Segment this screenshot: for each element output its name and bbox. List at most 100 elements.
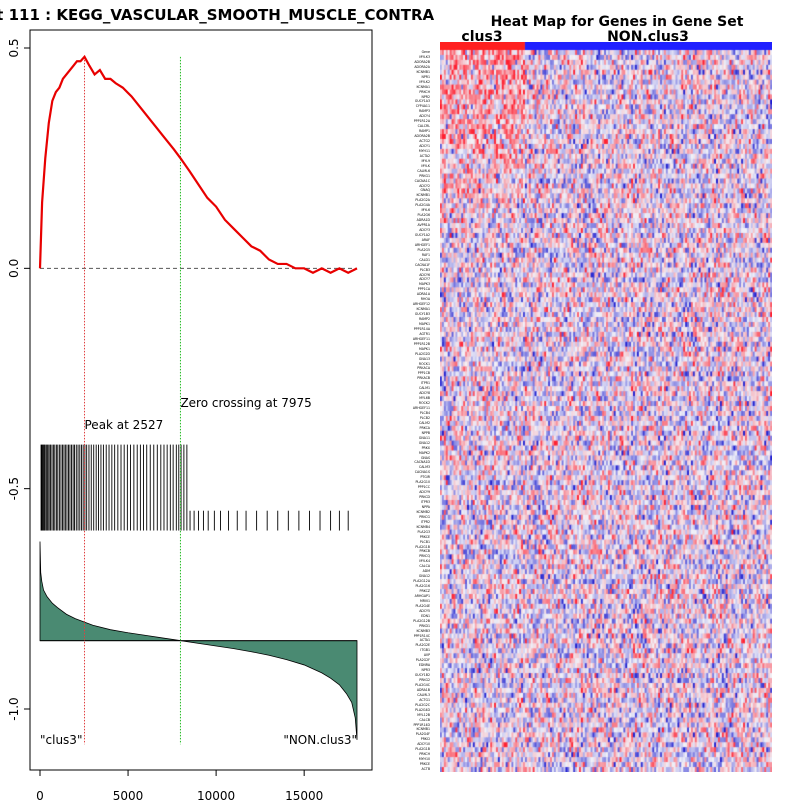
heatmap-row-label: ADCY2: [419, 183, 430, 188]
heatmap-row-label: ITGB1: [420, 648, 430, 653]
heatmap-group-label-non-clus3: NON.clus3: [607, 29, 689, 45]
heatmap-row-label: PLCB3: [419, 267, 430, 272]
heatmap-row-label: PLA2G2C: [415, 702, 430, 707]
heatmap-row-label: ADCY1: [419, 143, 430, 148]
heatmap-row-label: ADRA1B: [416, 687, 430, 692]
heatmap-row-label: PPP1CB: [417, 371, 430, 376]
heatmap-row-label: ITPR3: [420, 500, 430, 504]
heatmap-row-label: ARHGEF12: [412, 302, 430, 307]
heatmap-row-label: AVPR1A: [417, 223, 430, 228]
enrichment-plot-title: et 111 : KEGG_VASCULAR_SMOOTH_MUSCLE_CON…: [0, 6, 435, 24]
heatmap-row-label: PPP1R12B: [413, 341, 430, 346]
heatmap-row-label: ACTA1: [419, 638, 430, 643]
y-tick-label-0: 0.5: [7, 38, 21, 57]
heatmap-row-label: PLCB2: [419, 415, 430, 420]
heatmap-row-label: PRKCZ: [419, 589, 430, 594]
heatmap-row-label: CALML3: [417, 692, 430, 697]
heatmap-row-label: PPP1CA: [417, 287, 430, 292]
heatmap-row-label: GUCY1A2: [414, 232, 430, 237]
y-tick-label-1: 0.0: [7, 259, 21, 278]
heatmap-row-label: KCNMB1: [416, 193, 431, 198]
heatmap-row-label: GNAS: [420, 455, 430, 460]
heatmap-row-label: NPPB: [421, 430, 430, 435]
plot-frame: [29, 29, 373, 771]
heatmap-row-label: PLA2G2E: [415, 643, 431, 648]
heatmap-row-label: ADCY10: [417, 742, 430, 747]
heatmap-row-label: GUCY1B3: [414, 312, 430, 317]
heatmap-row-label: PRKCA: [419, 425, 430, 430]
heatmap-row-label: PLA2G2A: [415, 198, 430, 203]
heatmap-row-label: RAMP3: [419, 109, 430, 114]
heatmap-row-label: MAPK2: [419, 450, 430, 455]
heatmap-row-label: KCNMB2: [416, 509, 431, 514]
heatmap-row-label: ARAF: [421, 237, 430, 242]
heatmap-row-label: RAF1: [421, 252, 430, 257]
heatmap-row-label: RAMP2: [419, 317, 430, 322]
heatmap-row-label: KCNMA1: [416, 307, 430, 312]
heatmap-row-label: MYLK: [421, 163, 430, 168]
heatmap-row-label: ADM: [422, 569, 430, 574]
heatmap-row-label: KCNMB1: [416, 69, 431, 74]
heatmap-row-label: PLCB4: [419, 411, 430, 415]
x-tick-label-1: 5000: [113, 789, 144, 800]
heatmap-row-label: KCNMB4: [416, 524, 431, 529]
heatmap-row-label: ADORA2B: [414, 134, 430, 139]
heatmap-row-label: CALM2: [419, 420, 430, 425]
heatmap-row-label: PRKCE: [419, 534, 430, 539]
heatmap-row-label: KCNMB1: [416, 727, 431, 732]
heatmap-row-label: ADCY3: [419, 228, 430, 233]
heatmap-row-label: ADCY9: [419, 490, 430, 495]
heatmap-row-label: ADCY7: [419, 277, 430, 282]
heatmap-row-label: ARHGEF1: [414, 242, 430, 247]
heatmap-row-label: PLA2G4A: [415, 203, 430, 208]
heatmap-row-label: PPP1R12A: [413, 119, 430, 124]
heatmap-row-label: CACNA1S: [414, 470, 430, 475]
heatmap-row-label: MAPK3: [419, 282, 430, 287]
heatmap-row-label: PLA2G4E: [415, 603, 431, 608]
heatmap-row-label: ADCY6: [419, 272, 430, 277]
heatmap-row-label: PLA2G5: [417, 247, 430, 252]
heatmap-row-label: MAPK1: [419, 346, 430, 351]
heatmap-row-label: PLA2G12B: [413, 618, 430, 623]
heatmap-row-label: KCNMB3: [416, 628, 431, 633]
heatmap-row-label: ADCY4: [419, 114, 430, 119]
heatmap-row-label: RAMP1: [419, 129, 430, 134]
heatmap-row-label: MYH11: [418, 148, 430, 153]
running-es-line: [38, 54, 358, 274]
heatmap-row-label: GNAQ: [420, 188, 431, 193]
heatmap-row-label: PPP1CC: [417, 485, 430, 490]
zero-crossing-label: Zero crossing at 7975: [180, 396, 311, 410]
heatmap-row-label: MYL6B: [419, 396, 430, 401]
heatmap-row-label: EDNRA: [418, 663, 430, 668]
heatmap-row-label: AGTR1: [419, 331, 430, 336]
group-label-clus3: "clus3": [40, 733, 82, 747]
heatmap-row-label: PPP1R14C: [413, 633, 430, 638]
heatmap-row-label: GUCY1B2: [414, 673, 430, 678]
heatmap-row-label: PRKCH: [419, 752, 430, 757]
heatmap-row-label: ITPR1: [420, 381, 430, 386]
heatmap-row-label: ACTG1: [419, 697, 430, 702]
heatmap-row-label: MYH10: [418, 757, 430, 762]
heatmap-row-label: NPR2: [421, 94, 430, 99]
heatmap-row-label: PRKACA: [417, 366, 430, 371]
heatmap-row-label: PLA2G4C: [415, 682, 430, 687]
heatmap-row-label: EDN1: [421, 613, 430, 618]
heatmap-row-label: MYL6: [421, 208, 430, 213]
heatmap-row-label: CACNA1D: [414, 460, 430, 465]
heatmap-row-label: ROCK1: [418, 361, 430, 366]
heatmap-row-label: PLA2G4F: [415, 732, 430, 737]
y-tick-label-2: -0.5: [7, 477, 21, 500]
heatmap-row-label: PRKCD: [419, 495, 430, 500]
heatmap-row-label: CACNA1F: [414, 262, 430, 267]
heatmap-row-label: PLA2G2D: [415, 351, 430, 356]
heatmap-row-label: MYL12B: [417, 712, 430, 717]
heatmap-row-label: PLA2G16: [415, 584, 430, 589]
group-label-non-clus3: "NON.clus3": [283, 733, 357, 747]
heatmap-row-label: PLA2G12A: [413, 579, 430, 584]
heatmap-row-label: PRKD1: [419, 623, 430, 628]
heatmap-row-label: GNA12: [418, 574, 430, 579]
heatmap-row-label: CALD1: [419, 257, 430, 262]
heatmap-row-label: PRKCI: [420, 737, 430, 742]
